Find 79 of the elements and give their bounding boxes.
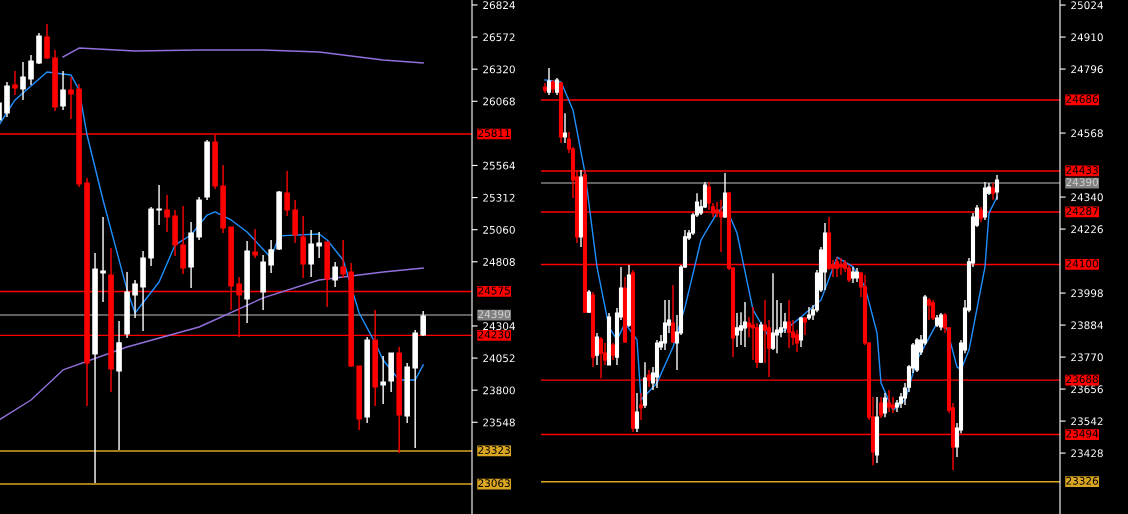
ref-line-label: 23494 — [1066, 429, 1099, 438]
y-tick-label: 24340 — [1071, 193, 1103, 202]
candlestick — [886, 389, 892, 413]
candlestick — [742, 301, 748, 348]
candlestick — [28, 54, 34, 86]
ref-line-label: 24230 — [478, 330, 510, 339]
candlestick — [284, 170, 290, 217]
candlestick — [562, 112, 568, 144]
ref-line-label: 25811 — [478, 129, 510, 138]
y-tick-label: 25564 — [483, 161, 515, 170]
candlestick — [802, 316, 808, 336]
y-tick-label: 26068 — [483, 97, 515, 106]
ref-line-label: 24433 — [1066, 166, 1098, 174]
candlestick — [638, 392, 644, 421]
y-tick-label: 26572 — [483, 33, 515, 42]
ref-line-label: 23326 — [1066, 476, 1099, 485]
y-tick-label: 23800 — [483, 386, 515, 395]
candlestick — [164, 194, 170, 233]
candlestick — [882, 392, 888, 418]
y-tick-label: 24808 — [483, 258, 515, 266]
y-tick-label: 24304 — [483, 322, 515, 331]
candlestick — [180, 205, 186, 275]
candlestick — [930, 299, 936, 321]
candlestick — [798, 316, 804, 348]
candlestick — [722, 172, 728, 219]
y-tick-label: 24226 — [1071, 225, 1103, 234]
y-tick-label: 24568 — [1071, 129, 1103, 138]
line-series — [544, 79, 998, 411]
ref-line-label: 24100 — [1066, 259, 1098, 268]
ref-line-label: 24390 — [1066, 178, 1098, 187]
ref-line-label: 24287 — [1066, 207, 1098, 215]
candlestick — [12, 70, 18, 96]
candlestick — [594, 332, 600, 366]
y-tick-label: 26320 — [483, 65, 515, 74]
candlestick — [44, 23, 50, 60]
ref-line-label: 24575 — [478, 286, 510, 295]
y-tick-label: 24910 — [1071, 33, 1103, 42]
candlestick — [834, 256, 840, 278]
line-series — [0, 267, 424, 421]
candlestick — [60, 70, 66, 111]
candlestick — [68, 76, 74, 120]
y-tick-label: 23884 — [1071, 321, 1103, 330]
y-tick-label: 23770 — [1071, 353, 1103, 362]
candlestick — [734, 312, 740, 348]
ref-line-label: 24390 — [478, 310, 510, 319]
candlestick — [332, 261, 338, 288]
y-tick-label: 23542 — [1071, 417, 1103, 426]
candlestick — [420, 310, 426, 337]
line-series — [0, 71, 424, 381]
line-series — [62, 47, 424, 64]
y-tick-label: 23656 — [1071, 385, 1103, 394]
candlestick — [380, 355, 386, 405]
candlestick — [156, 184, 162, 226]
candlestick — [786, 299, 792, 349]
y-tick-label: 25312 — [483, 193, 515, 202]
candlestick — [100, 216, 106, 303]
candlestick — [770, 272, 776, 351]
ref-line-label: 23323 — [478, 446, 510, 454]
y-tick-label: 23998 — [1071, 289, 1103, 298]
y-tick-label: 26824 — [483, 1, 515, 10]
candlestick — [926, 297, 932, 321]
candlestick — [308, 229, 314, 278]
y-tick-label: 24052 — [483, 354, 515, 363]
candlestick — [340, 239, 346, 279]
candlestick — [878, 396, 884, 419]
y-tick-label: 23548 — [483, 418, 515, 427]
candlestick — [132, 279, 138, 319]
candlestick — [268, 239, 274, 274]
y-tick-label: 25060 — [483, 225, 515, 234]
y-tick-label: 23428 — [1071, 449, 1103, 458]
y-tick-label: 25024 — [1071, 1, 1103, 10]
ref-line-label: 23688 — [1066, 375, 1098, 384]
ref-line-label: 24686 — [1066, 95, 1099, 103]
candlestick — [316, 231, 322, 259]
ref-line-label: 23063 — [478, 479, 510, 488]
y-tick-label: 24796 — [1071, 65, 1103, 74]
candlestick — [20, 61, 26, 101]
candlestick — [718, 199, 724, 253]
candlestick — [252, 228, 258, 259]
